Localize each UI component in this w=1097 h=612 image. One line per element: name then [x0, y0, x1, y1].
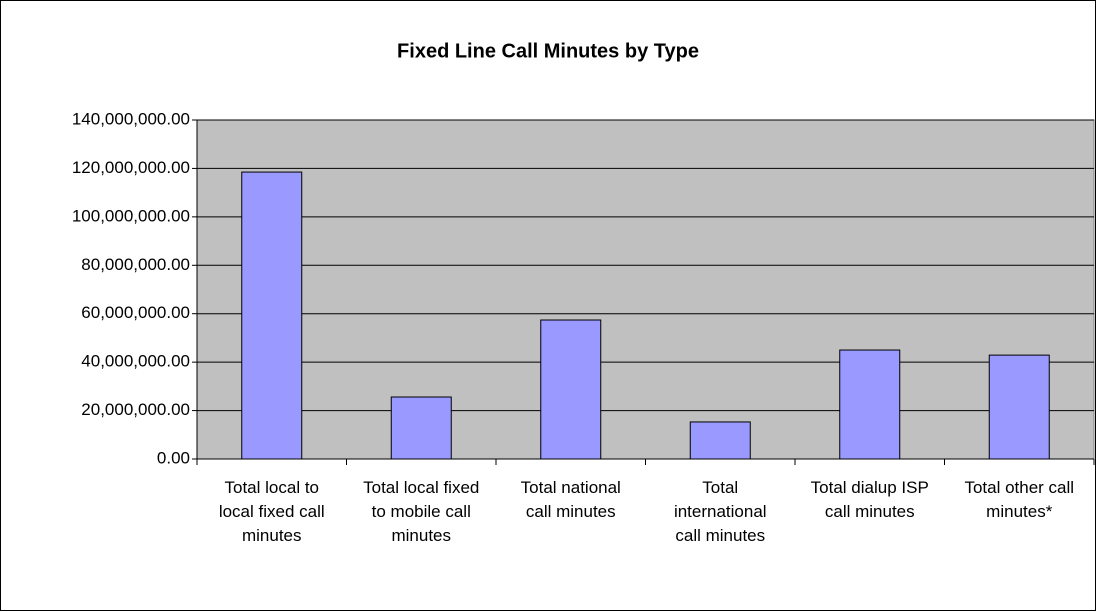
bar	[689, 421, 751, 460]
bar	[839, 349, 901, 460]
bar	[540, 319, 602, 460]
y-tick-label: 80,000,000.00	[81, 255, 190, 274]
x-tick-label: Total local fixed to mobile call minutes	[363, 478, 479, 545]
y-tick-label: 100,000,000.00	[72, 206, 190, 225]
y-tick-label: 120,000,000.00	[72, 158, 190, 177]
plot-area	[196, 119, 1095, 460]
x-tick-label: Total local to local fixed call minutes	[219, 478, 325, 545]
bar	[390, 396, 452, 460]
y-tick-label: 140,000,000.00	[72, 109, 190, 128]
y-tick-label: 60,000,000.00	[81, 303, 190, 322]
chart-title: Fixed Line Call Minutes by Type	[397, 40, 699, 62]
x-tick-label: Total international call minutes	[674, 478, 767, 545]
x-tick-label: Total other call minutes*	[964, 478, 1074, 521]
y-tick-label: 20,000,000.00	[81, 400, 190, 419]
bar	[241, 171, 303, 460]
y-tick-label: 40,000,000.00	[81, 352, 190, 371]
x-tick-label: Total national call minutes	[521, 478, 621, 521]
bar	[988, 354, 1050, 460]
x-tick-label: Total dialup ISP call minutes	[811, 478, 929, 521]
y-tick-label: 0.00	[157, 448, 190, 467]
